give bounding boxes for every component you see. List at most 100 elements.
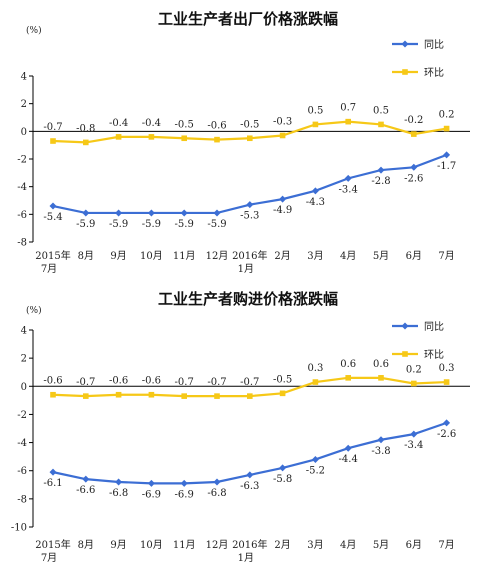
y-tick-label: -6 bbox=[17, 466, 27, 477]
data-label-yoy: -5.8 bbox=[273, 474, 292, 485]
x-tick-label: 8月 bbox=[78, 539, 94, 551]
data-label-mom: 0.7 bbox=[340, 103, 356, 114]
data-label-mom: -0.6 bbox=[43, 376, 62, 387]
x-tick-label-line2: 1月 bbox=[238, 263, 254, 275]
data-label-mom: 0.5 bbox=[373, 105, 389, 116]
x-tick-label: 4月 bbox=[340, 250, 356, 262]
data-point-mom bbox=[312, 121, 319, 128]
data-label-mom: -0.6 bbox=[207, 121, 226, 132]
x-tick-label: 6月 bbox=[406, 539, 422, 551]
data-label-yoy: -5.9 bbox=[175, 219, 194, 230]
data-point-yoy bbox=[443, 151, 451, 159]
x-tick-label: 3月 bbox=[307, 539, 323, 551]
data-point-yoy bbox=[115, 209, 123, 217]
data-label-yoy: -6.8 bbox=[109, 488, 128, 499]
data-point-mom bbox=[345, 375, 351, 381]
y-tick-label: -8 bbox=[17, 238, 27, 249]
legend-label-yoy: 同比 bbox=[424, 321, 444, 333]
data-label-mom: -0.5 bbox=[240, 119, 259, 130]
x-tick-label: 9月 bbox=[110, 250, 126, 262]
data-point-mom bbox=[411, 131, 417, 137]
data-point-yoy bbox=[82, 475, 90, 483]
data-label-mom: 0.6 bbox=[373, 359, 389, 370]
data-point-mom bbox=[115, 391, 122, 398]
data-label-yoy: -6.1 bbox=[43, 478, 62, 489]
x-tick-label: 2月 bbox=[274, 250, 290, 262]
x-tick-label: 2016年 bbox=[232, 538, 267, 551]
legend-label-mom: 环比 bbox=[424, 67, 444, 79]
data-point-yoy bbox=[147, 209, 155, 217]
y-tick-label: -2 bbox=[17, 410, 27, 421]
data-label-mom: -0.6 bbox=[109, 376, 128, 387]
data-point-mom bbox=[279, 390, 286, 397]
x-tick-label: 6月 bbox=[406, 250, 422, 262]
legend-marker-yoy bbox=[401, 322, 409, 330]
data-label-mom: -0.3 bbox=[273, 116, 292, 127]
data-label-mom: -0.4 bbox=[109, 118, 128, 129]
data-point-mom bbox=[148, 134, 155, 140]
data-label-yoy: -6.6 bbox=[76, 485, 95, 496]
y-tick-label: 2 bbox=[21, 354, 27, 365]
y-tick-label: -6 bbox=[17, 210, 27, 221]
data-point-mom bbox=[83, 393, 89, 399]
data-label-yoy: -4.9 bbox=[273, 205, 292, 216]
data-label-mom: 0.2 bbox=[439, 110, 455, 121]
data-label-mom: -0.8 bbox=[76, 123, 95, 134]
data-label-mom: 0.3 bbox=[307, 363, 323, 374]
x-tick-label: 2月 bbox=[274, 539, 290, 551]
data-point-mom bbox=[181, 393, 187, 399]
data-point-yoy bbox=[82, 209, 90, 217]
data-label-yoy: -3.8 bbox=[371, 446, 390, 457]
data-label-mom: -0.7 bbox=[175, 377, 194, 388]
x-tick-label: 8月 bbox=[78, 250, 94, 262]
x-tick-label: 11月 bbox=[173, 250, 196, 262]
x-tick-label: 10月 bbox=[140, 539, 163, 551]
data-label-yoy: -5.9 bbox=[207, 219, 226, 230]
data-point-mom bbox=[378, 121, 384, 128]
data-label-yoy: -3.4 bbox=[404, 440, 423, 451]
data-label-yoy: -5.3 bbox=[240, 211, 259, 222]
data-point-yoy bbox=[213, 209, 221, 217]
x-tick-label: 12月 bbox=[206, 250, 229, 262]
data-label-mom: -0.6 bbox=[142, 376, 161, 387]
data-label-yoy: -2.6 bbox=[404, 173, 423, 184]
chart-title: 工业生产者购进价格涨跌幅 bbox=[158, 290, 338, 308]
x-tick-label: 2016年 bbox=[232, 249, 267, 262]
data-point-yoy bbox=[180, 479, 188, 487]
x-tick-label: 7月 bbox=[438, 539, 454, 551]
x-tick-label: 2015年 bbox=[35, 538, 70, 551]
y-tick-label: -4 bbox=[17, 438, 27, 449]
data-point-mom bbox=[443, 125, 450, 132]
y-tick-label: 0 bbox=[21, 127, 27, 138]
data-point-yoy bbox=[377, 436, 385, 444]
y-tick-label: -4 bbox=[17, 182, 27, 193]
y-tick-label: -8 bbox=[17, 494, 27, 505]
x-tick-label: 10月 bbox=[140, 250, 163, 262]
data-point-yoy bbox=[49, 468, 57, 476]
data-point-yoy bbox=[344, 174, 352, 182]
data-label-yoy: -2.6 bbox=[437, 429, 456, 440]
y-tick-label: 2 bbox=[21, 99, 27, 110]
data-point-yoy bbox=[147, 479, 155, 487]
data-label-yoy: -3.4 bbox=[339, 184, 358, 195]
data-point-mom bbox=[214, 393, 220, 399]
x-tick-label: 7月 bbox=[438, 250, 454, 262]
data-label-yoy: -6.9 bbox=[175, 489, 194, 500]
data-label-yoy: -5.9 bbox=[109, 219, 128, 230]
data-point-mom bbox=[411, 380, 417, 387]
x-tick-label: 4月 bbox=[340, 539, 356, 551]
data-label-yoy: -5.2 bbox=[306, 465, 325, 476]
data-point-yoy bbox=[410, 163, 418, 171]
data-point-mom bbox=[443, 379, 450, 385]
data-point-mom bbox=[312, 379, 319, 385]
data-label-mom: -0.4 bbox=[142, 118, 161, 129]
data-point-yoy bbox=[311, 187, 319, 195]
chart-title: 工业生产者出厂价格涨跌幅 bbox=[158, 10, 338, 28]
data-point-yoy bbox=[49, 202, 57, 210]
y-tick-label: 0 bbox=[21, 382, 27, 393]
data-point-yoy bbox=[443, 419, 451, 427]
data-label-yoy: -4.4 bbox=[339, 454, 358, 465]
